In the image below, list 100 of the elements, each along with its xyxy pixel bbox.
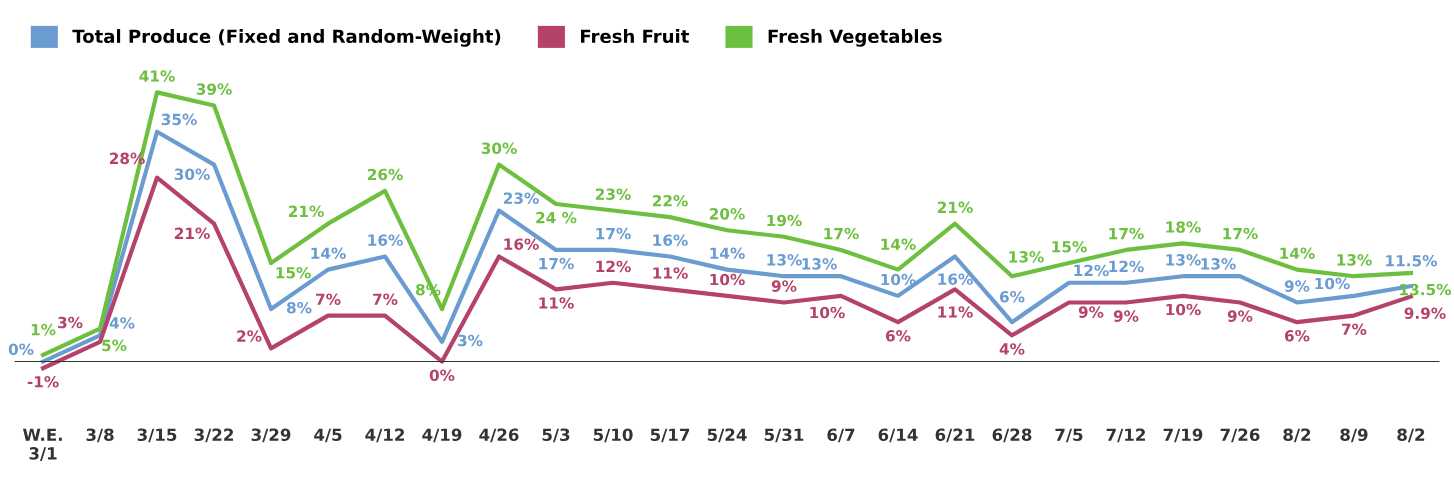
- data-label: 13%: [1009, 251, 1044, 263]
- data-label: 16%: [653, 234, 688, 246]
- x-tick-label: W.E. 3/1: [23, 428, 62, 462]
- x-tick-label: 7/26: [1220, 428, 1260, 443]
- data-label: 11%: [539, 297, 574, 309]
- data-label: 7%: [373, 293, 398, 306]
- data-label: 11%: [653, 267, 688, 279]
- data-label: 9%: [771, 280, 797, 292]
- x-tick-label: 6/7: [827, 428, 855, 443]
- data-label: 6%: [885, 330, 911, 342]
- data-label: 41%: [139, 70, 175, 82]
- data-label: 11%: [938, 306, 973, 318]
- data-label: 9%: [1284, 280, 1310, 292]
- data-label: 3%: [58, 316, 83, 329]
- data-label: 13%: [1337, 254, 1372, 266]
- data-label: 13%: [802, 258, 837, 270]
- data-label: 12%: [1109, 260, 1144, 273]
- x-tick-label: 3/22: [194, 428, 234, 443]
- data-label: 21%: [174, 227, 210, 240]
- data-label: 10%: [1315, 277, 1350, 290]
- data-label: 35%: [161, 113, 197, 126]
- data-label: 11.5%: [1386, 254, 1437, 267]
- data-label: 17%: [824, 227, 859, 240]
- x-tick-label: 6/21: [935, 428, 975, 443]
- data-label: 8%: [286, 301, 312, 314]
- data-label: 16%: [368, 234, 403, 246]
- data-label: 21%: [937, 201, 973, 214]
- data-label: 12%: [596, 260, 631, 273]
- data-label: 7%: [316, 293, 341, 306]
- data-label: 15%: [1052, 240, 1087, 253]
- x-tick-label: 5/24: [707, 428, 747, 443]
- data-label: 26%: [367, 168, 403, 181]
- data-label: 30%: [174, 168, 210, 181]
- data-label: 15%: [276, 266, 311, 279]
- data-label: 13%: [1201, 258, 1236, 270]
- data-label: 13%: [1166, 254, 1201, 266]
- data-label: 17%: [539, 257, 574, 270]
- data-label: 21%: [288, 205, 324, 218]
- data-label: 10%: [710, 273, 745, 286]
- data-label: 12%: [1074, 264, 1109, 277]
- data-label: 19%: [767, 214, 802, 227]
- data-label: 16%: [504, 238, 539, 250]
- x-tick-label: 4/12: [365, 428, 405, 443]
- data-label: 0%: [8, 343, 34, 355]
- x-tick-label: 3/15: [137, 428, 177, 443]
- x-tick-label: 7/5: [1055, 428, 1083, 443]
- data-label: 6%: [1284, 330, 1310, 342]
- data-label: 14%: [311, 247, 346, 260]
- x-tick-label: 5/17: [650, 428, 690, 443]
- data-label: 16%: [938, 273, 973, 285]
- x-tick-label: 8/2: [1397, 428, 1425, 443]
- data-label: 14%: [710, 247, 745, 260]
- data-label: 9%: [1113, 310, 1139, 322]
- data-label: 39%: [196, 83, 232, 95]
- x-tick-label: 5/3: [542, 428, 570, 443]
- data-label: 10%: [1166, 303, 1201, 316]
- x-tick-label: 5/10: [593, 428, 633, 443]
- data-label: 2%: [237, 330, 262, 342]
- data-label: 9%: [1078, 306, 1104, 318]
- data-label: 30%: [481, 142, 517, 155]
- x-tick-label: 7/12: [1106, 428, 1145, 443]
- data-label: 1%: [31, 323, 56, 336]
- data-label: 13.5%: [1400, 283, 1451, 296]
- x-tick-label: 4/19: [422, 428, 462, 443]
- data-label: 10%: [881, 273, 916, 286]
- data-label: 14%: [881, 238, 916, 251]
- data-label: -1%: [27, 376, 59, 388]
- data-label: 23%: [595, 188, 631, 200]
- data-label: 7%: [1342, 323, 1367, 336]
- data-label: 17%: [596, 227, 631, 240]
- data-label: 4%: [109, 317, 135, 329]
- x-tick-label: 8/9: [1340, 428, 1368, 443]
- x-tick-label: 6/14: [878, 428, 918, 443]
- x-tick-label: 8/2: [1283, 428, 1311, 443]
- data-label: 9.9%: [1404, 307, 1446, 319]
- data-label: 4%: [999, 343, 1025, 355]
- data-label: 17%: [1109, 227, 1144, 240]
- x-tick-label: 4/5: [314, 428, 342, 443]
- data-label: 24 %: [536, 211, 577, 224]
- data-label: 5%: [102, 339, 127, 352]
- x-tick-label: 3/29: [251, 428, 291, 443]
- x-tick-label: 3/8: [86, 428, 114, 443]
- data-label: 6%: [999, 291, 1025, 303]
- data-label: 18%: [1166, 221, 1201, 233]
- legend-label: Total Produce (Fixed and Random-Weight): [72, 29, 501, 47]
- data-label: 22%: [652, 194, 688, 207]
- data-label: 3%: [458, 334, 483, 347]
- data-label: 14%: [1280, 247, 1315, 260]
- x-tick-label: 4/26: [479, 428, 519, 443]
- x-tick-label: 7/19: [1163, 428, 1203, 443]
- data-label: 10%: [810, 306, 845, 319]
- data-label: 20%: [709, 208, 745, 220]
- x-tick-label: 5/31: [764, 428, 804, 443]
- legend-label: Fresh Vegetables: [768, 29, 942, 47]
- data-label: 13%: [767, 254, 802, 266]
- data-label: 0%: [429, 369, 455, 381]
- legend-label: Fresh Fruit: [581, 29, 689, 44]
- data-label: 17%: [1223, 227, 1258, 240]
- x-tick-label: 6/28: [992, 428, 1032, 443]
- data-label: 23%: [503, 192, 539, 204]
